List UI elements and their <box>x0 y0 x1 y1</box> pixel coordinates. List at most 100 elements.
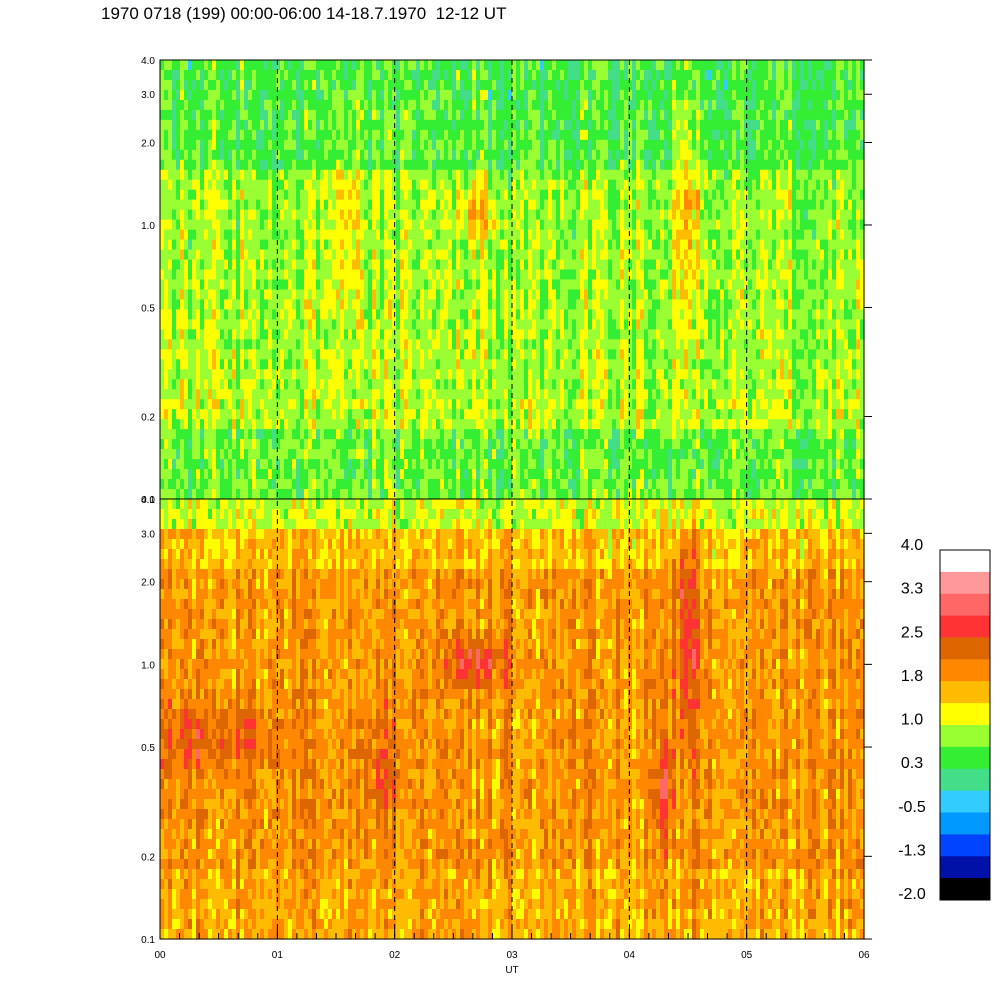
heatmap-cell <box>384 249 389 261</box>
heatmap-cell <box>164 299 169 311</box>
heatmap-cell <box>364 379 369 390</box>
heatmap-cell <box>328 359 333 370</box>
heatmap-cell <box>204 339 209 350</box>
heatmap-cell <box>168 339 173 350</box>
heatmap-cell <box>212 60 217 71</box>
heatmap-cell <box>472 409 477 420</box>
heatmap-cell <box>188 359 193 370</box>
heatmap-cell <box>556 339 561 350</box>
heatmap-cell <box>556 459 561 470</box>
heatmap-cell <box>276 169 281 181</box>
heatmap-cell <box>580 489 585 500</box>
heatmap-cell <box>348 389 353 400</box>
heatmap-cell <box>384 459 389 470</box>
heatmap-cell <box>436 299 441 311</box>
heatmap-cell <box>248 369 253 380</box>
heatmap-cell <box>196 129 201 141</box>
heatmap-cell <box>176 449 181 460</box>
heatmap-cell <box>492 419 497 430</box>
heatmap-cell <box>276 409 281 420</box>
heatmap-cell <box>212 149 217 161</box>
heatmap-cell <box>344 239 349 251</box>
heatmap-cell <box>168 99 173 111</box>
heatmap-cell <box>468 179 473 191</box>
heatmap-cell <box>520 89 525 101</box>
heatmap-cell <box>248 239 253 251</box>
heatmap-cell <box>304 439 309 450</box>
heatmap-cell <box>500 79 505 91</box>
heatmap-cell <box>432 389 437 400</box>
heatmap-cell <box>232 119 237 131</box>
heatmap-cell <box>292 369 297 380</box>
heatmap-cell <box>608 429 613 440</box>
heatmap-cell <box>420 309 425 321</box>
heatmap-cell <box>400 449 405 460</box>
heatmap-cell <box>468 119 473 131</box>
heatmap-cell <box>236 109 241 121</box>
heatmap-cell <box>220 349 225 360</box>
heatmap-cell <box>604 439 609 450</box>
heatmap-cell <box>212 69 217 81</box>
heatmap-cell <box>168 439 173 450</box>
heatmap-cell <box>544 219 549 231</box>
heatmap-cell <box>216 279 221 291</box>
heatmap-cell <box>548 129 553 141</box>
heatmap-cell <box>172 239 177 251</box>
heatmap-cell <box>416 109 421 121</box>
heatmap-cell <box>512 269 517 281</box>
heatmap-cell <box>356 379 361 390</box>
heatmap-cell <box>584 309 589 321</box>
heatmap-cell <box>256 309 261 321</box>
heatmap-cell <box>440 489 445 500</box>
heatmap-cell <box>596 439 601 450</box>
heatmap-cell <box>592 419 597 430</box>
heatmap-cell <box>540 309 545 321</box>
heatmap-cell <box>428 369 433 380</box>
heatmap-cell <box>364 479 369 490</box>
heatmap-cell <box>584 259 589 271</box>
heatmap-cell <box>284 449 289 460</box>
heatmap-cell <box>232 129 237 141</box>
heatmap-cell <box>520 179 525 191</box>
heatmap-cell <box>600 259 605 271</box>
heatmap-cell <box>168 389 173 400</box>
heatmap-cell <box>444 469 449 480</box>
heatmap-cell <box>408 199 413 211</box>
heatmap-cell <box>576 399 581 410</box>
heatmap-cell <box>436 349 441 360</box>
heatmap-cell <box>340 99 345 111</box>
heatmap-cell <box>516 459 521 470</box>
heatmap-cell <box>552 369 557 380</box>
heatmap-cell <box>476 149 481 161</box>
heatmap-cell <box>472 219 477 231</box>
heatmap-cell <box>560 89 565 101</box>
heatmap-cell <box>536 269 541 281</box>
heatmap-cell <box>528 439 533 450</box>
heatmap-cell <box>316 379 321 390</box>
heatmap-cell <box>436 379 441 390</box>
heatmap-cell <box>400 89 405 101</box>
heatmap-cell <box>212 219 217 231</box>
heatmap-cell <box>296 489 301 500</box>
heatmap-cell <box>424 439 429 450</box>
heatmap-cell <box>292 209 297 221</box>
heatmap-cell <box>444 419 449 430</box>
heatmap-cell <box>548 159 553 171</box>
heatmap-cell <box>412 269 417 281</box>
heatmap-cell <box>484 469 489 480</box>
heatmap-cell <box>504 89 509 101</box>
heatmap-cell <box>488 369 493 380</box>
heatmap-cell <box>432 459 437 470</box>
heatmap-cell <box>332 319 337 330</box>
heatmap-cell <box>208 109 213 121</box>
heatmap-cell <box>264 109 269 121</box>
heatmap-cell <box>404 489 409 500</box>
heatmap-cell <box>204 479 209 490</box>
heatmap-cell <box>612 139 617 151</box>
heatmap-cell <box>396 449 401 460</box>
heatmap-cell <box>252 269 257 281</box>
heatmap-cell <box>564 79 569 91</box>
heatmap-cell <box>272 139 277 151</box>
heatmap-cell <box>312 259 317 271</box>
heatmap-cell <box>416 469 421 480</box>
